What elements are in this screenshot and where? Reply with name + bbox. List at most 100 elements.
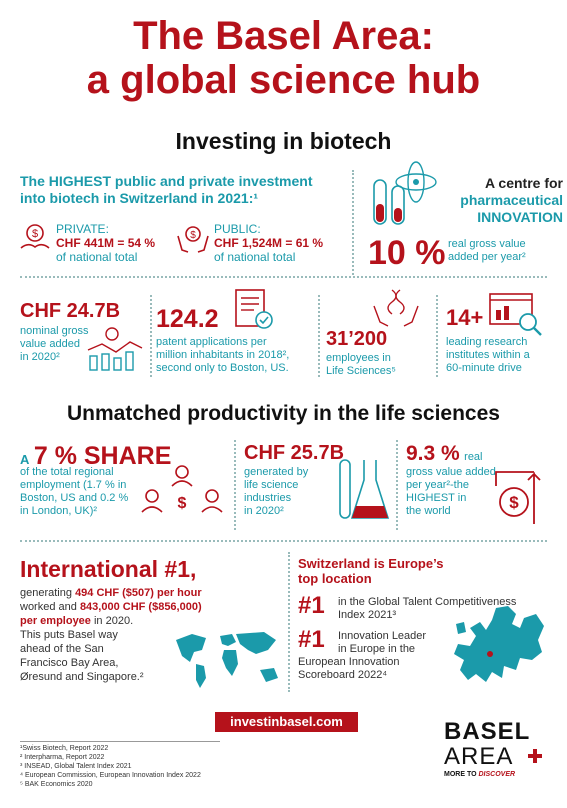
divider-vertical-4 bbox=[436, 295, 438, 377]
dollar-hands-icon: $ bbox=[177, 226, 209, 253]
patents-line-3: second only to Boston, US. bbox=[156, 362, 289, 374]
logo-tag-b: DISCOVER bbox=[478, 771, 516, 778]
rank2-line-2: in Europe in the bbox=[338, 643, 416, 655]
public-label: PUBLIC: bbox=[214, 222, 261, 236]
ten-line-1: real gross value bbox=[448, 238, 526, 250]
rank2-line-3: European Innovation bbox=[298, 656, 400, 668]
private-investment: PRIVATE: CHF 441M = 54 % of national tot… bbox=[56, 222, 176, 264]
share-text: of the total regional employment (1.7 % … bbox=[20, 466, 140, 518]
institutes-line-1: leading research bbox=[446, 336, 528, 348]
international-line-7: Øresund and Singapore.² bbox=[20, 671, 144, 683]
growth-headline: 9.3 % real bbox=[406, 442, 483, 466]
growth-line-3: HIGHEST in bbox=[406, 492, 467, 504]
growth-bars-icon bbox=[87, 327, 143, 371]
highest-line-2: into biotech in Switzerland in 2021:¹ bbox=[20, 190, 259, 206]
gva-line-2: value added bbox=[20, 338, 80, 350]
growth-line-1: gross value added bbox=[406, 466, 496, 478]
international-line-2: worked and 843,000 CHF ($856,000) bbox=[20, 600, 285, 614]
generated-line-1: generated by bbox=[244, 466, 309, 478]
employees-text: employees in Life Sciences⁵ bbox=[326, 352, 426, 378]
institutes-value: 14+ bbox=[446, 305, 484, 330]
share-line-4: in London, UK)² bbox=[20, 505, 98, 517]
rank1-line-2: Index 2021³ bbox=[338, 609, 397, 621]
footnote-4: ⁴ European Commission, European Innovati… bbox=[20, 772, 201, 779]
rank2-line-4: Scoreboard 2022⁴ bbox=[298, 669, 388, 681]
divider-vertical-5 bbox=[234, 440, 236, 530]
international-line-6: Francisco Bay Area, bbox=[20, 657, 119, 669]
employees-line-1: employees in bbox=[326, 352, 391, 364]
gva-text: nominal gross value added in 2020² bbox=[20, 325, 100, 364]
svg-text:$: $ bbox=[190, 230, 196, 241]
generated-line-2: life science bbox=[244, 479, 299, 491]
centre-line-2: pharmaceutical bbox=[460, 192, 563, 208]
international-line-1a: generating bbox=[20, 587, 72, 599]
investinbasel-link[interactable]: investinbasel.com bbox=[215, 712, 358, 732]
international-line-2a: worked and bbox=[20, 601, 77, 613]
europe-heading: Switzerland is Europe’s top location bbox=[298, 556, 443, 586]
employees-line-2: Life Sciences⁵ bbox=[326, 365, 396, 377]
page-title-line-1: The Basel Area: bbox=[133, 14, 434, 58]
divider-vertical-3 bbox=[318, 295, 320, 377]
share-line-1: of the total regional bbox=[20, 466, 114, 478]
patents-text: patent applications per million inhabita… bbox=[156, 336, 316, 375]
centre-line-1: A centre for bbox=[484, 175, 563, 191]
footnotes: ¹Swiss Biotech, Report 2022 ² Interpharm… bbox=[20, 744, 260, 789]
institutes-line-3: 60-minute drive bbox=[446, 362, 522, 374]
highest-investment-text: The HIGHEST public and private investmen… bbox=[20, 173, 340, 207]
share-prefix: A bbox=[20, 452, 30, 467]
research-chart-icon bbox=[489, 293, 542, 336]
logo-line-1: BASEL bbox=[444, 718, 531, 745]
international-line-3: per employee in 2020. bbox=[20, 614, 285, 628]
international-line-3b: in 2020. bbox=[93, 615, 134, 627]
patents-line-1: patent applications per bbox=[156, 336, 267, 348]
footnote-5: ⁵ BAK Economics 2020 bbox=[20, 781, 93, 788]
international-line-1b: 494 CHF ($507) per hour bbox=[75, 587, 202, 599]
lab-tubes-icon bbox=[373, 161, 437, 225]
private-sub: of national total bbox=[56, 250, 138, 264]
employees-value: 31’200 bbox=[326, 328, 388, 350]
growth-word: real bbox=[464, 451, 483, 463]
logo-tagline: MORE TO DISCOVER bbox=[444, 771, 554, 778]
page-title-line-2: a global science hub bbox=[86, 58, 481, 102]
logo-line-2: AREA bbox=[444, 743, 514, 770]
section-heading-productivity: Unmatched productivity in the life scien… bbox=[67, 402, 500, 425]
growth-line-4: the world bbox=[406, 505, 451, 517]
gva-value: CHF 24.7B bbox=[20, 300, 121, 322]
ten-line-2: added per year² bbox=[448, 251, 526, 263]
generated-line-4: in 2020² bbox=[244, 505, 284, 517]
divider-horizontal-1 bbox=[20, 276, 547, 278]
footnote-2: ² Interpharma, Report 2022 bbox=[20, 754, 105, 761]
institutes-text: leading research institutes within a 60-… bbox=[446, 336, 561, 375]
europe-heading-1: Switzerland is Europe’s bbox=[298, 556, 444, 571]
private-value: CHF 441M = 54 % bbox=[56, 236, 156, 250]
svg-text:$: $ bbox=[509, 493, 519, 512]
rank2-text-a: Innovation Leader in Europe in the bbox=[338, 630, 448, 656]
flask-icon bbox=[339, 459, 390, 519]
rank1-num: #1 bbox=[298, 592, 325, 619]
public-investment: PUBLIC: CHF 1,524M = 61 % of national to… bbox=[214, 222, 344, 264]
international-text: generating 494 CHF ($507) per hour worke… bbox=[20, 586, 285, 684]
divider-vertical bbox=[352, 170, 354, 275]
international-line-4: This puts Basel way bbox=[20, 629, 118, 641]
divider-horizontal-2 bbox=[20, 540, 547, 542]
gva-line-1: nominal gross bbox=[20, 325, 89, 337]
international-line-1: generating 494 CHF ($507) per hour bbox=[20, 586, 285, 600]
growth-text: gross value added per year²-the HIGHEST … bbox=[406, 466, 506, 518]
centre-line-3: INNOVATION bbox=[477, 209, 563, 225]
section-heading-biotech: Investing in biotech bbox=[175, 128, 392, 154]
footnote-rule bbox=[20, 741, 220, 742]
rank2-line-1: Innovation Leader bbox=[338, 630, 427, 642]
share-line-3: Boston, US and 0.2 % bbox=[20, 492, 129, 504]
logo-tag-a: MORE TO bbox=[444, 771, 477, 778]
highest-line-1: The HIGHEST public and private investmen… bbox=[20, 173, 313, 189]
world-map-icon bbox=[176, 632, 278, 688]
public-value: CHF 1,524M = 61 % bbox=[214, 236, 324, 250]
ten-percent-text: real gross value added per year² bbox=[448, 238, 563, 264]
dollar-hand-icon: $ bbox=[20, 224, 50, 249]
svg-text:$: $ bbox=[178, 495, 187, 512]
europe-heading-2: top location bbox=[298, 571, 372, 586]
divider-vertical-6 bbox=[396, 440, 398, 530]
private-label: PRIVATE: bbox=[56, 222, 109, 236]
rank1-text: in the Global Talent Competitiveness Ind… bbox=[338, 596, 563, 622]
svg-text:$: $ bbox=[32, 228, 38, 240]
